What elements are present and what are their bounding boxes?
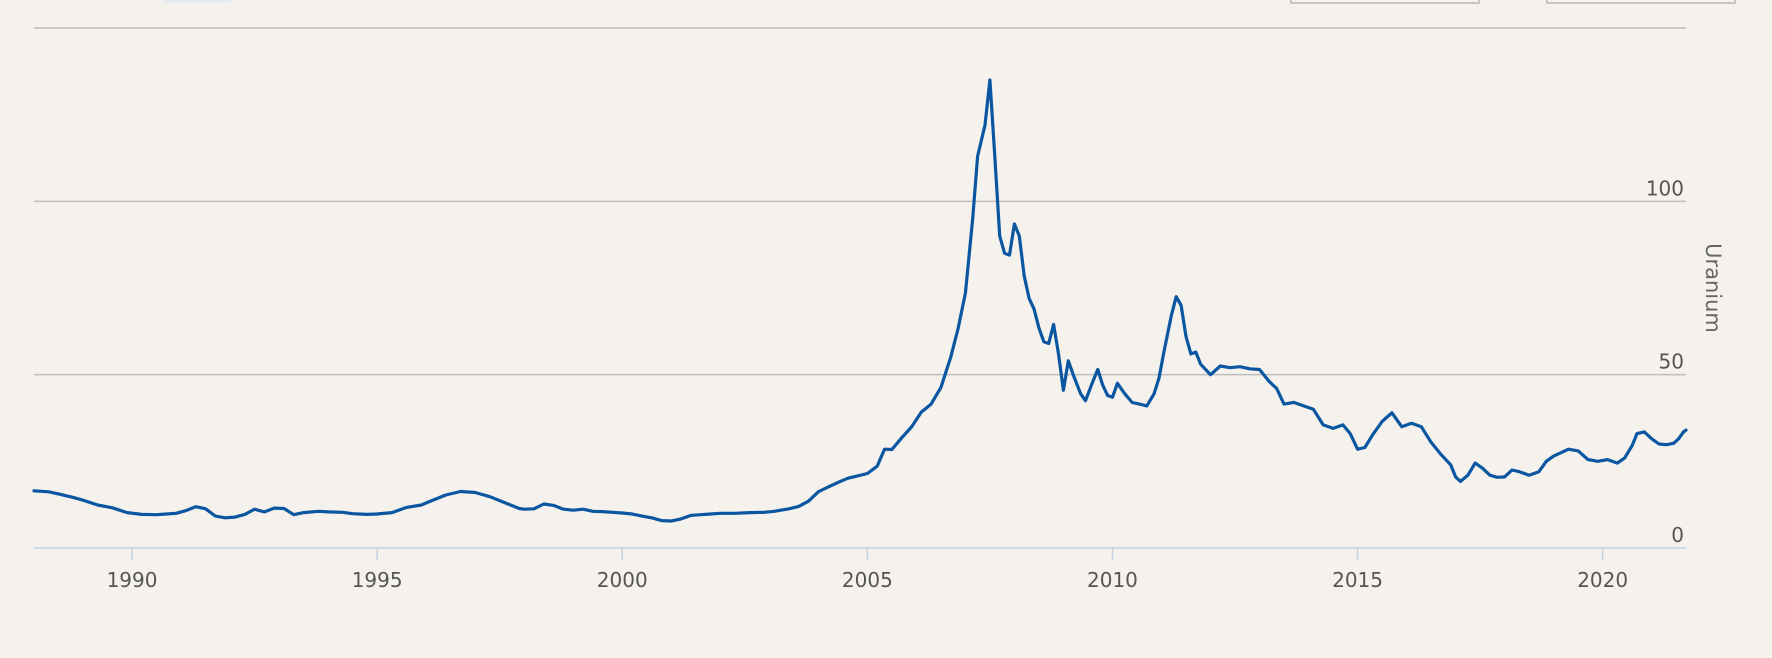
range-input-to[interactable] — [1546, 0, 1736, 4]
x-tick-label-2015: 2015 — [1332, 568, 1383, 592]
x-tick-label-2000: 2000 — [597, 568, 648, 592]
range-selector-tab[interactable] — [162, 0, 232, 3]
x-tick-label-2010: 2010 — [1087, 568, 1138, 592]
x-tick-label-2020: 2020 — [1577, 568, 1628, 592]
x-axis: 1990 1995 2000 2005 2010 2015 2020 — [107, 548, 1628, 592]
series-line-0 — [32, 78, 1688, 523]
range-input-from[interactable] — [1290, 0, 1480, 4]
y-tick-label-50: 50 — [1659, 350, 1684, 374]
y-axis-title: Uranium — [1701, 243, 1725, 333]
series-layer — [32, 78, 1688, 523]
x-tick-label-2005: 2005 — [842, 568, 893, 592]
y-axis: 0 50 100 — [1646, 176, 1684, 547]
x-tick-label-1995: 1995 — [352, 568, 403, 592]
y-tick-label-100: 100 — [1646, 176, 1684, 200]
x-tick-label-1990: 1990 — [107, 568, 158, 592]
y-tick-label-0: 0 — [1671, 523, 1684, 547]
horizontal-gridlines — [34, 27, 1686, 549]
